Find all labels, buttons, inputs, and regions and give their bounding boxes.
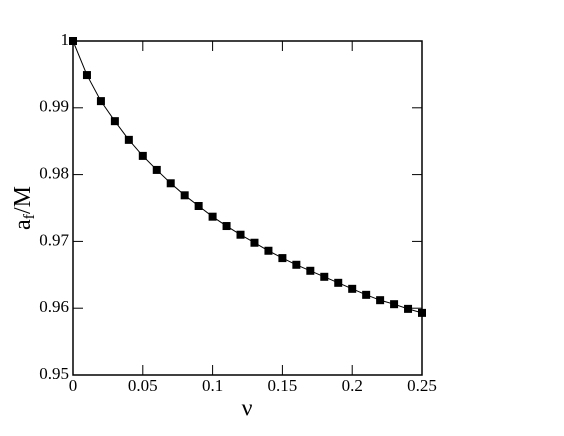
data-point [376, 296, 385, 305]
y-label-sub: f [21, 213, 38, 219]
y-tick-label: 0.96 [39, 297, 69, 316]
data-point [348, 284, 357, 293]
data-point [194, 201, 203, 210]
data-point [278, 254, 287, 263]
y-tick-label: 0.98 [39, 164, 69, 183]
y-axis-label: af/M [10, 186, 38, 230]
data-point [138, 151, 147, 160]
data-point [404, 304, 413, 313]
data-point [69, 37, 77, 45]
data-point [362, 290, 371, 299]
data-point [250, 238, 259, 247]
data-point [334, 278, 343, 287]
data-point [166, 179, 175, 188]
data-point [418, 308, 426, 317]
data-point [208, 212, 217, 221]
data-point [390, 300, 399, 309]
data-point [320, 272, 329, 281]
data-point [236, 230, 245, 239]
data-point [110, 117, 119, 126]
y-tick-label: 1 [61, 30, 70, 49]
data-point [264, 246, 273, 255]
data-line [72, 40, 423, 314]
y-tick-label: 0.95 [39, 364, 69, 383]
plot-frame [72, 40, 423, 376]
x-tick-label: 0.15 [268, 376, 298, 395]
y-tick-label: 0.99 [39, 97, 69, 116]
data-point [152, 165, 161, 174]
y-label-rest: /M [10, 186, 36, 214]
data-point [82, 71, 91, 80]
data-point [124, 135, 133, 144]
data-point [306, 266, 315, 275]
x-tick-label: 0.25 [407, 376, 437, 395]
x-tick-label: 0.05 [128, 376, 158, 395]
y-label-base: a [10, 219, 36, 230]
data-point [96, 97, 105, 106]
x-axis-label: ν [242, 396, 253, 422]
data-point [292, 260, 301, 269]
data-point [222, 222, 231, 231]
x-tick-label: 0.2 [342, 376, 363, 395]
y-tick-label: 0.97 [39, 230, 69, 249]
x-tick-label: 0.1 [202, 376, 223, 395]
data-point [180, 191, 189, 200]
x-tick-label: 0 [69, 376, 78, 395]
